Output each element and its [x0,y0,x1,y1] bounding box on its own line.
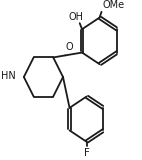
Text: OH: OH [69,12,84,22]
Text: F: F [84,148,89,158]
Text: O: O [66,42,74,52]
Text: HN: HN [1,71,15,81]
Text: OMe: OMe [103,0,125,10]
